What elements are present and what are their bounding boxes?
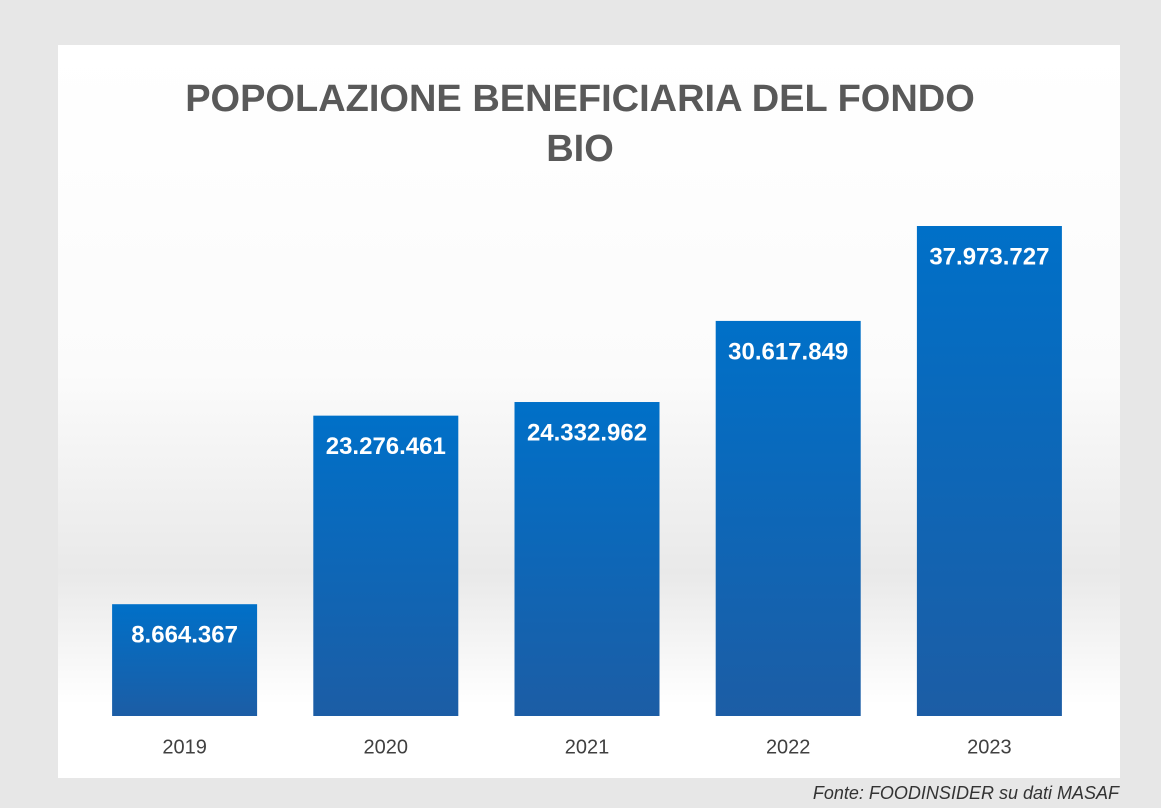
x-tick-label: 2019 <box>162 736 207 758</box>
bar <box>313 415 459 716</box>
value-label: 8.664.367 <box>131 622 238 649</box>
bar <box>514 402 660 716</box>
value-label: 37.973.727 <box>929 243 1049 270</box>
value-label: 24.332.962 <box>527 419 647 446</box>
chart-title: POPOLAZIONE BENEFICIARIA DEL FONDO BIO <box>185 78 975 170</box>
x-tick-label: 2022 <box>766 736 811 758</box>
source-note: Fonte: FOODINSIDER su dati MASAF <box>812 783 1119 803</box>
x-tick-label: 2021 <box>565 736 610 758</box>
value-label: 30.617.849 <box>728 338 848 365</box>
value-label: 23.276.461 <box>326 433 446 460</box>
bar <box>916 226 1062 716</box>
x-tick-label: 2020 <box>364 736 409 758</box>
x-tick-label: 2023 <box>967 736 1012 758</box>
bar <box>112 604 258 716</box>
bar <box>715 320 861 716</box>
